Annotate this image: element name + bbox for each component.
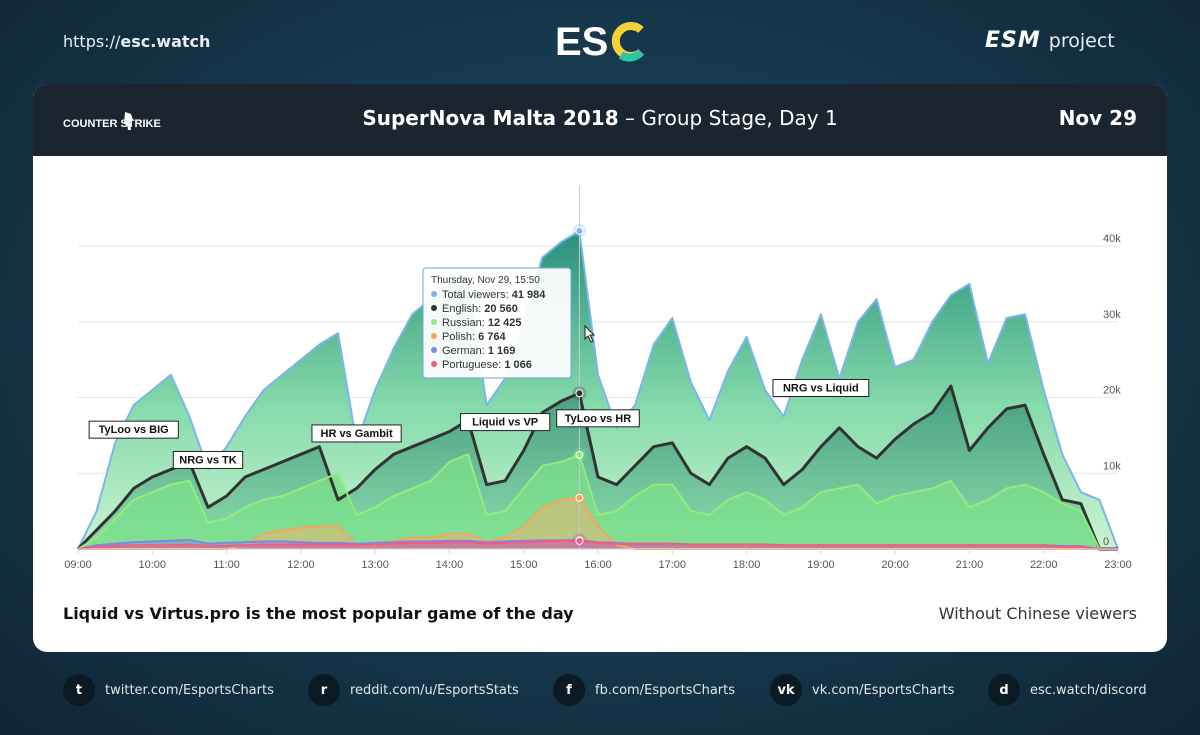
annotation-label: NRG vs Liquid [772, 379, 870, 397]
site-url[interactable]: https://esc.watch [63, 32, 210, 51]
x-tick-label: 09:00 [64, 559, 92, 571]
top-bar: https://esc.watch ES ESM project [0, 0, 1200, 84]
footer-reddit-text: reddit.com/u/EsportsStats [350, 682, 519, 698]
x-tick-label: 19:00 [807, 559, 835, 571]
annotation-label: Liquid vs VP [460, 413, 551, 432]
hover-marker-english [575, 389, 584, 398]
tooltip-swatch [431, 333, 437, 339]
chart-card: COUNTER STRIKE SuperNova Malta 2018 – Gr… [33, 84, 1167, 652]
y-tick-label: 30k [1103, 309, 1121, 321]
tooltip-swatch [431, 319, 437, 325]
title-stage: – Group Stage, Day 1 [618, 106, 838, 130]
hover-marker-russian [575, 450, 584, 459]
footer-twitter-text: twitter.com/EsportsCharts [105, 682, 274, 698]
chart-note: Without Chinese viewers [938, 604, 1137, 623]
tooltip-swatch [431, 347, 437, 353]
series-line-russian [77, 453, 1118, 550]
tooltip-box [422, 267, 572, 379]
x-tick-label: 20:00 [881, 559, 909, 571]
chart-tooltip: Thursday, Nov 29, 15:50 Total viewers: 41… [422, 267, 596, 379]
annotation-text: NRG vs Liquid [783, 383, 859, 395]
discord-icon: d [988, 674, 1020, 706]
esm-project-label: project [1048, 30, 1115, 52]
series-line-portuguese [77, 539, 1118, 550]
tooltip-swatch [431, 291, 437, 297]
esm-project-logo: ESM project [985, 28, 1115, 53]
url-prefix: https:// [63, 32, 121, 51]
annotation-label: HR vs Gambit [311, 424, 402, 443]
x-tick-label: 10:00 [139, 559, 167, 571]
tooltip-title: Thursday, Nov 29, 15:50 [431, 275, 540, 286]
y-tick-label: 10k [1103, 460, 1121, 472]
tooltip-row: English: 20 560 [442, 303, 518, 315]
hover-marker-total [575, 226, 584, 235]
series-area-polish [78, 497, 1118, 549]
tooltip-row: Total viewers: 41 984 [442, 289, 546, 301]
annotation-label: TyLoo vs BIG [88, 420, 179, 439]
series-line-total [77, 230, 1119, 550]
hover-marker-polish [575, 493, 584, 502]
tooltip-row: German: 1 169 [442, 345, 515, 357]
annotation-text: TyLoo vs HR [565, 413, 631, 425]
footer-facebook[interactable]: f fb.com/EsportsCharts [553, 674, 735, 706]
chart-annotations: TyLoo vs BIG NRG vs TK HR vs Gambit Liquid … [88, 379, 870, 469]
series-area-portuguese [78, 540, 1118, 549]
x-tick-label: 17:00 [659, 559, 687, 571]
mouse-cursor-icon [584, 324, 596, 343]
tooltip-swatch [431, 305, 437, 311]
footer-discord[interactable]: d esc.watch/discord [988, 674, 1147, 706]
counter-strike-logo: COUNTER STRIKE [63, 112, 161, 130]
x-tick-label: 15:00 [510, 559, 538, 571]
series-line-english [76, 384, 1118, 551]
x-tick-label: 22:00 [1030, 559, 1058, 571]
vk-icon: vk [770, 674, 802, 706]
y-tick-label: 40k [1103, 233, 1121, 245]
x-tick-label: 21:00 [956, 559, 984, 571]
viewers-chart[interactable]: 09:00 10:00 11:00 12:00 13:00 14:00 15:00 16:00… [33, 156, 1167, 581]
x-tick-label: 14:00 [436, 559, 464, 571]
chart-title: SuperNova Malta 2018 – Group Stage, Day … [33, 106, 1167, 130]
footer-vk-text: vk.com/EsportsCharts [812, 682, 955, 698]
tooltip-row: Portuguese: 1 066 [442, 359, 532, 371]
annotation-text: NRG vs TK [179, 454, 237, 466]
footer-discord-text: esc.watch/discord [1030, 682, 1147, 698]
footer-facebook-text: fb.com/EsportsCharts [595, 682, 736, 698]
tooltip-swatch [431, 361, 437, 367]
annotation-text: Liquid vs VP [472, 417, 538, 429]
url-host: esc.watch [120, 32, 211, 51]
reddit-icon: r [308, 674, 340, 706]
annotation-label: NRG vs TK [172, 450, 244, 469]
footer-reddit[interactable]: r reddit.com/u/EsportsStats [308, 674, 519, 706]
esc-logo: ES [555, 20, 645, 62]
y-tick-label: 20k [1103, 385, 1121, 397]
esm-logo: ESM [985, 28, 1041, 53]
svg-text:COUNTER STRIKE: COUNTER STRIKE [63, 118, 161, 130]
card-header: COUNTER STRIKE SuperNova Malta 2018 – Gr… [33, 84, 1167, 156]
facebook-icon: f [553, 674, 585, 706]
annotation-label: TyLoo vs HR [556, 409, 640, 428]
hover-marker-portuguese [575, 536, 584, 545]
x-tick-label: 23:00 [1104, 559, 1132, 571]
footer: t twitter.com/EsportsCharts r reddit.com/u… [0, 660, 1200, 720]
y-tick-label: 0 [1103, 536, 1109, 548]
footer-vk[interactable]: vk vk.com/EsportsCharts [770, 674, 954, 706]
tooltip-row: Russian: 12 425 [442, 317, 522, 329]
x-axis: 09:00 10:00 11:00 12:00 13:00 14:00 15:00 16:00… [64, 548, 1132, 571]
x-tick-label: 18:00 [733, 559, 761, 571]
tooltip-row: Polish: 6 764 [442, 331, 506, 343]
annotation-text: HR vs Gambit [321, 428, 393, 440]
twitter-icon: t [63, 674, 95, 706]
chart-date: Nov 29 [1058, 106, 1137, 130]
annotation-text: TyLoo vs BIG [99, 424, 169, 436]
x-tick-label: 11:00 [213, 559, 240, 571]
x-tick-label: 13:00 [361, 559, 389, 571]
chart-caption: Liquid vs Virtus.pro is the most popular… [63, 604, 574, 623]
svg-text:ES: ES [555, 20, 608, 62]
y-axis: 0 10k 20k 30k 40k [1103, 233, 1121, 548]
footer-twitter[interactable]: t twitter.com/EsportsCharts [63, 674, 274, 706]
x-tick-label: 12:00 [287, 559, 315, 571]
chart-series [76, 186, 1119, 551]
title-event: SuperNova Malta 2018 [362, 106, 619, 130]
x-tick-label: 16:00 [584, 559, 612, 571]
